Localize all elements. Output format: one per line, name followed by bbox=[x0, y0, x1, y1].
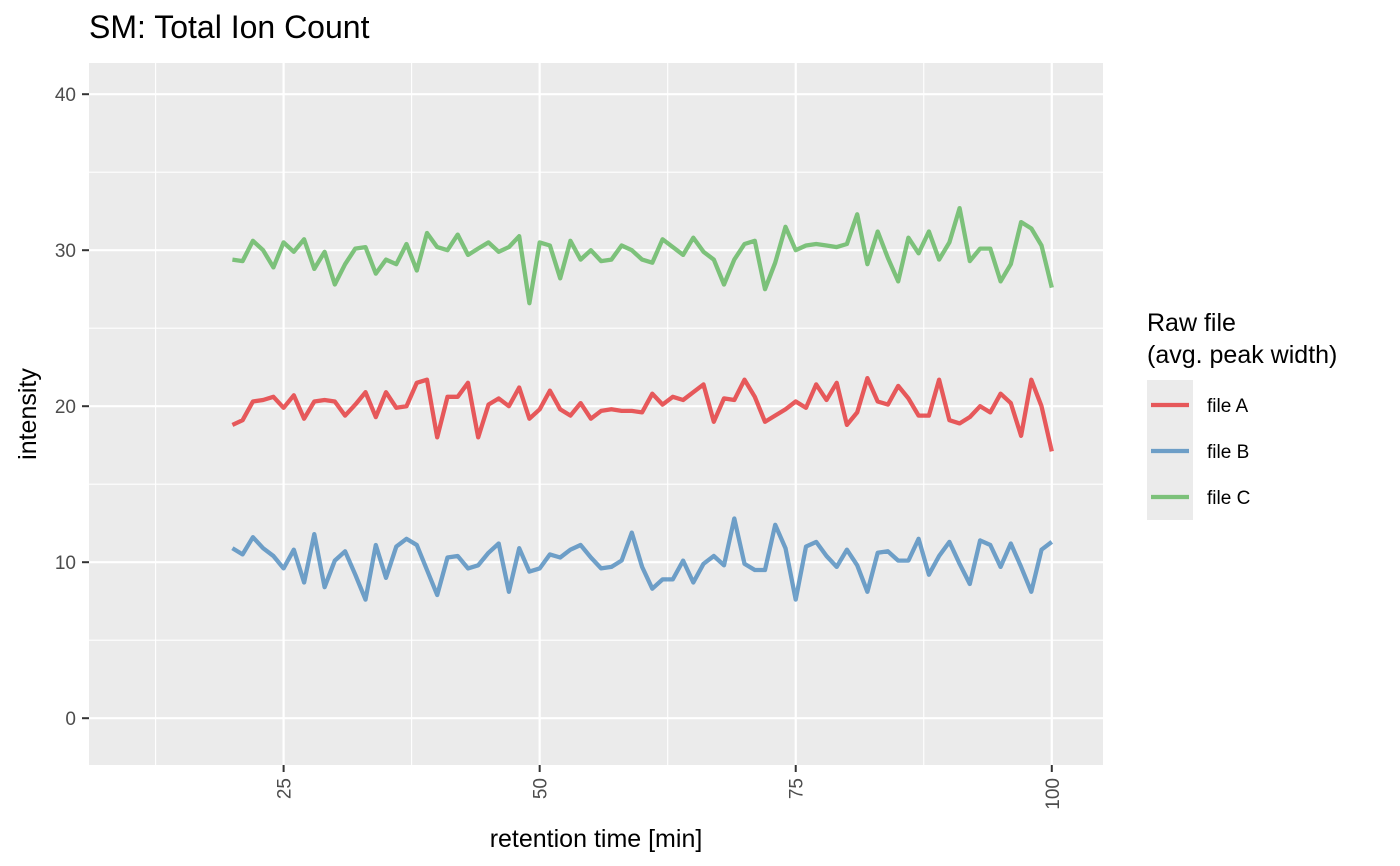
y-tick-label: 10 bbox=[55, 553, 76, 574]
chart-title: SM: Total Ion Count bbox=[89, 9, 370, 45]
legend-label: file A bbox=[1207, 396, 1249, 417]
y-axis-title: intensity bbox=[14, 368, 42, 460]
x-tick-label: 75 bbox=[787, 778, 808, 799]
legend-title-line-2: (avg. peak width) bbox=[1147, 341, 1337, 369]
series-line-file-b bbox=[231, 516, 1054, 602]
x-axis-title: retention time [min] bbox=[490, 825, 703, 853]
series-lines bbox=[231, 205, 1054, 602]
y-axis: 0 10 20 30 40 bbox=[55, 85, 89, 730]
y-tick-label: 0 bbox=[65, 709, 76, 730]
series-line-file-a bbox=[231, 375, 1054, 452]
y-tick-label: 40 bbox=[55, 85, 76, 106]
x-tick-label: 50 bbox=[531, 778, 552, 799]
series-line-file-c bbox=[232, 205, 1054, 306]
legend-title-line-1: Raw file bbox=[1147, 309, 1236, 337]
legend-label: file B bbox=[1207, 442, 1249, 463]
legend-label: file C bbox=[1207, 488, 1250, 509]
y-tick-label: 30 bbox=[55, 241, 76, 262]
y-tick-label: 20 bbox=[55, 397, 76, 418]
x-tick-label: 25 bbox=[275, 778, 296, 799]
x-axis: 25 50 75 100 bbox=[275, 765, 1064, 810]
x-tick-label: 100 bbox=[1043, 778, 1064, 810]
legend-items: file A file B file C bbox=[1151, 396, 1250, 509]
